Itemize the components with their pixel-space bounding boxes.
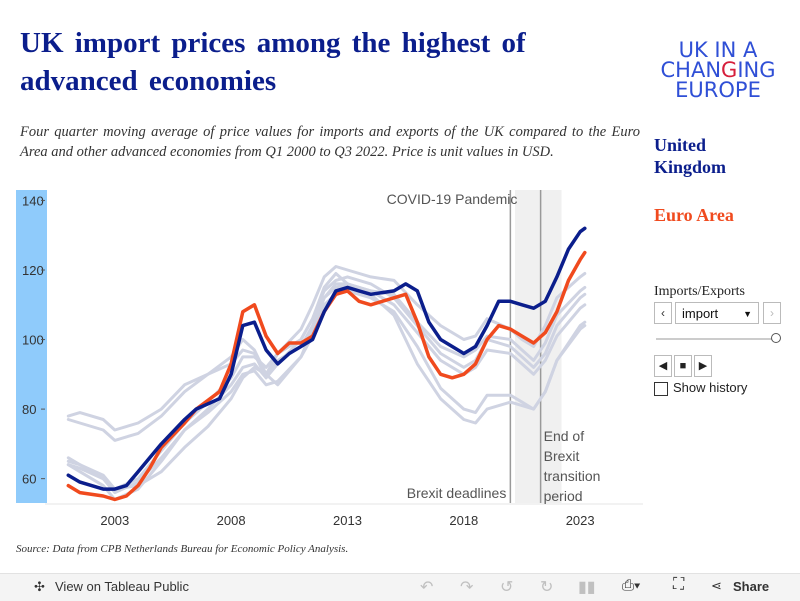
logo-line-2: CHANGING — [660, 58, 776, 82]
transition-annotation-line: period — [544, 488, 583, 504]
share-icon[interactable]: ⋖ — [711, 578, 722, 593]
x-axis-ticks: 2003 2008 2013 2018 2023 — [100, 513, 594, 528]
stop-button[interactable]: ■ — [674, 355, 692, 377]
y-tick-label: 60 — [22, 472, 36, 487]
legend-united-kingdom[interactable]: United Kingdom — [654, 135, 727, 177]
page-slider-track[interactable] — [656, 338, 776, 340]
covid-shaded-band — [515, 190, 562, 503]
series-group — [66, 226, 587, 502]
step-back-button[interactable]: ◀ — [654, 355, 672, 377]
covid-annotation: COVID-19 Pandemic — [387, 191, 518, 207]
series-other-economy-line[interactable] — [66, 265, 587, 432]
series-other-economy-line[interactable] — [66, 272, 587, 442]
x-tick-label: 2003 — [100, 513, 129, 528]
transition-annotation-line: transition — [544, 468, 601, 484]
play-icon: ▶ — [698, 360, 708, 372]
x-tick-label: 2008 — [217, 513, 246, 528]
step-back-icon: ◀ — [658, 360, 668, 372]
transition-annotation-line: Brexit — [544, 448, 580, 464]
y-tick-label: 140 — [22, 193, 44, 208]
logo-line-1: UK IN A — [678, 38, 758, 62]
x-tick-label: 2023 — [566, 513, 595, 528]
page-title: UK import prices among the highest of ad… — [20, 27, 526, 97]
fullscreen-icon[interactable]: ⛶ — [673, 576, 685, 593]
y-tick-label: 80 — [22, 402, 36, 417]
imports-exports-dropdown[interactable]: import ▼ — [675, 302, 759, 324]
undo-icon[interactable]: ↶ — [420, 579, 434, 596]
logo-line-3: EUROPE — [675, 78, 761, 102]
dropdown-selected-value: import — [682, 306, 719, 321]
step-forward-button[interactable]: ▶ — [694, 355, 712, 377]
refresh-icon[interactable]: ↻ — [540, 579, 554, 596]
chevron-right-icon: › — [770, 306, 774, 320]
x-tick-label: 2018 — [449, 513, 478, 528]
download-icon[interactable]: ⎙▾ — [622, 577, 641, 594]
redo-icon[interactable]: ↷ — [460, 579, 474, 596]
tableau-toolbar: ✣ View on Tableau Public ↶ ↷ ↺ ↻ ▮▮ ⎙▾ ⛶… — [0, 573, 800, 601]
share-button[interactable]: Share — [733, 579, 770, 594]
y-axis-ticks: 60 80 100 120 140 — [22, 193, 45, 487]
page-slider-handle[interactable] — [771, 333, 781, 343]
transition-annotation-line: End of — [544, 428, 585, 444]
previous-value-button[interactable]: ‹ — [654, 302, 672, 324]
chevron-left-icon: ‹ — [661, 306, 665, 320]
x-tick-label: 2013 — [333, 513, 362, 528]
y-tick-label: 120 — [22, 263, 44, 278]
y-tick-label: 100 — [22, 333, 44, 348]
show-history-checkbox[interactable] — [654, 382, 668, 396]
imports-exports-filter-label: Imports/Exports — [654, 284, 745, 299]
uk-in-a-changing-europe-logo[interactable]: UK IN A CHANGING EUROPE — [648, 38, 788, 102]
caret-down-icon: ▼ — [743, 309, 752, 319]
brexit-deadlines-annotation: Brexit deadlines — [407, 485, 507, 501]
y-axis-band — [16, 190, 47, 503]
view-on-tableau-link[interactable]: View on Tableau Public — [55, 579, 189, 594]
tableau-icon[interactable]: ✣ — [34, 579, 45, 594]
series-euro-area-line[interactable] — [66, 250, 587, 502]
source-note: Source: Data from CPB Netherlands Bureau… — [16, 543, 349, 555]
transition-annotation: End of Brexit transition period — [544, 428, 601, 504]
series-united-kingdom-line[interactable] — [66, 226, 587, 491]
series-other-economy-line[interactable] — [66, 282, 587, 491]
pause-icon[interactable]: ▮▮ — [578, 579, 596, 596]
next-value-button[interactable]: › — [763, 302, 781, 324]
chart-subtitle: Four quarter moving average of price val… — [20, 124, 640, 160]
show-history-label[interactable]: Show history — [673, 380, 748, 395]
series-other-economy-line[interactable] — [66, 275, 587, 491]
revert-icon[interactable]: ↺ — [500, 579, 514, 596]
legend-euro-area[interactable]: Euro Area — [654, 205, 734, 225]
stop-icon: ■ — [679, 360, 687, 372]
